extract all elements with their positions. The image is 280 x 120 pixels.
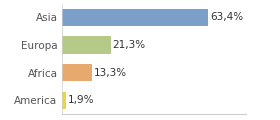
Bar [62,9,208,26]
Bar [62,36,111,54]
Bar [62,64,92,81]
Text: 1,9%: 1,9% [68,95,94,105]
Bar [62,92,66,109]
Text: 21,3%: 21,3% [113,40,146,50]
Text: 63,4%: 63,4% [210,12,243,22]
Text: 13,3%: 13,3% [94,68,127,78]
